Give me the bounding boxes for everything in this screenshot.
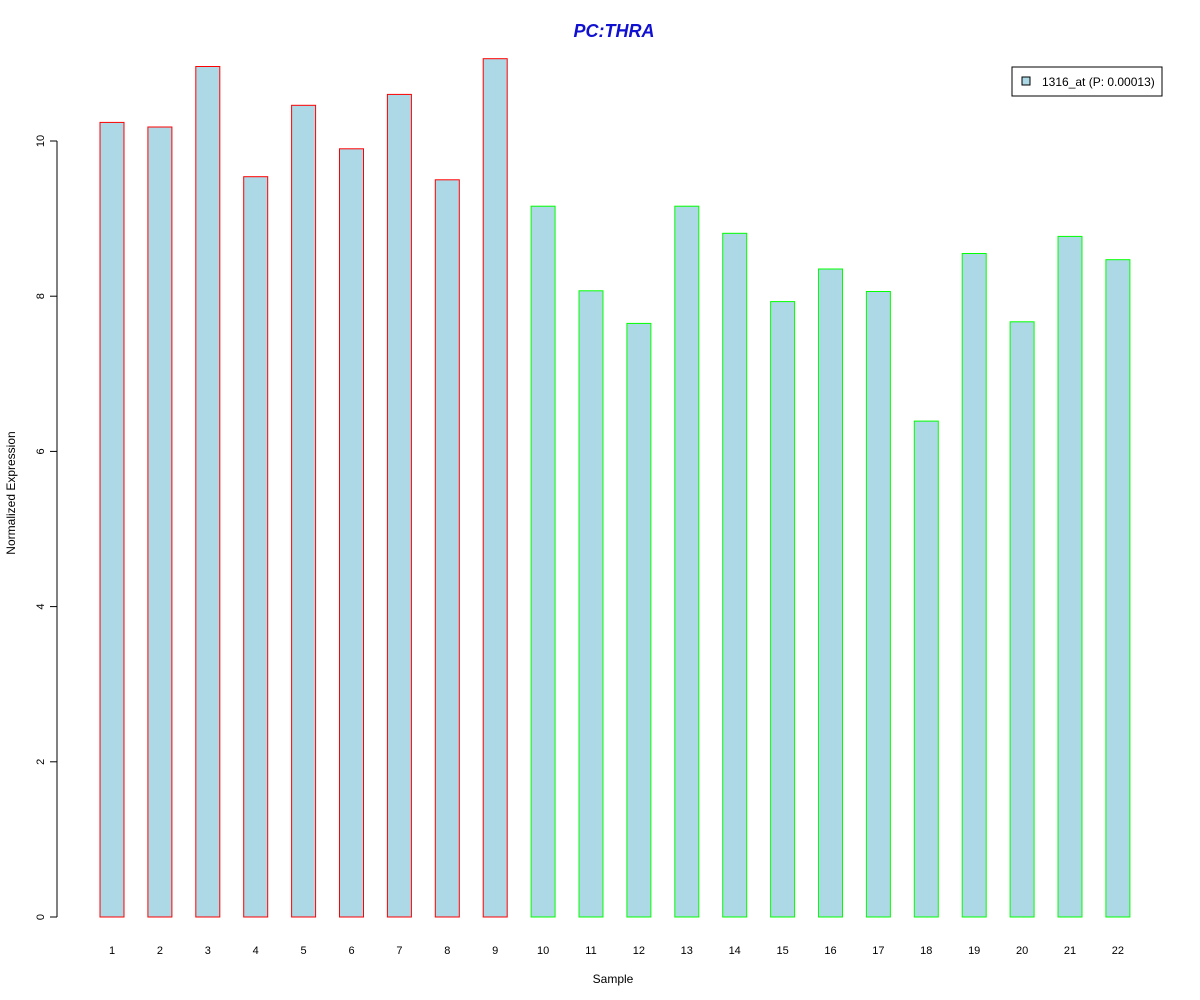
bar-sample-21 xyxy=(1057,235,1083,918)
x-tick-label: 9 xyxy=(492,945,498,957)
x-tick-label: 13 xyxy=(681,945,693,957)
y-tick-label: 2 xyxy=(35,759,47,765)
bar-sample-20 xyxy=(1009,321,1035,918)
legend: 1316_at (P: 0.00013) xyxy=(1011,66,1163,97)
y-axis: 0 2 4 6 8 10 xyxy=(35,135,58,920)
x-tick-label: 21 xyxy=(1064,945,1076,957)
bar-sample-3 xyxy=(195,66,221,918)
x-tick-label: 22 xyxy=(1112,945,1124,957)
bars xyxy=(99,58,1131,918)
x-tick-label: 10 xyxy=(537,945,549,957)
y-axis-title: Normalized Expression xyxy=(4,431,18,554)
bar-sample-9 xyxy=(482,58,508,918)
x-axis-labels: 1 2 3 4 5 6 7 8 9 10 11 12 13 14 15 16 17 18 19 20 21 22 xyxy=(109,945,1124,957)
bar-sample-1 xyxy=(99,121,125,918)
bar-sample-15 xyxy=(770,301,796,918)
bar-sample-19 xyxy=(961,253,987,918)
x-tick-label: 1 xyxy=(109,945,115,957)
x-tick-label: 8 xyxy=(444,945,450,957)
x-axis-title: Sample xyxy=(593,972,634,986)
legend-box xyxy=(1011,66,1163,97)
bar-sample-10 xyxy=(530,205,556,918)
x-tick-label: 19 xyxy=(968,945,980,957)
x-tick-label: 20 xyxy=(1016,945,1028,957)
legend-swatch xyxy=(1021,76,1031,86)
bar-sample-7 xyxy=(386,93,412,918)
bar-sample-5 xyxy=(291,104,317,918)
bar-sample-2 xyxy=(147,126,173,918)
bar-sample-8 xyxy=(434,179,460,918)
bar-sample-16 xyxy=(818,268,843,918)
x-tick-label: 3 xyxy=(205,945,211,957)
x-tick-label: 6 xyxy=(348,945,354,957)
y-tick-label: 10 xyxy=(35,135,47,147)
x-tick-label: 16 xyxy=(824,945,836,957)
bar-sample-17 xyxy=(865,291,891,918)
bar-sample-14 xyxy=(722,232,748,918)
x-tick-label: 5 xyxy=(301,945,307,957)
y-tick-label: 6 xyxy=(35,448,47,454)
bar-sample-22 xyxy=(1105,259,1131,918)
bar-sample-12 xyxy=(626,322,652,918)
x-tick-label: 2 xyxy=(157,945,163,957)
legend-label: 1316_at (P: 0.00013) xyxy=(1042,75,1155,89)
y-tick-label: 0 xyxy=(35,914,47,920)
y-tick-label: 8 xyxy=(35,293,47,299)
bar-sample-18 xyxy=(913,420,939,918)
x-tick-label: 7 xyxy=(396,945,402,957)
y-tick-label: 4 xyxy=(35,604,47,610)
bar-sample-6 xyxy=(339,148,364,918)
x-tick-label: 4 xyxy=(253,945,259,957)
bar-sample-4 xyxy=(243,176,269,918)
x-tick-label: 17 xyxy=(872,945,884,957)
x-tick-label: 11 xyxy=(585,945,596,957)
chart-title: PC:THRA xyxy=(574,21,655,41)
x-tick-label: 12 xyxy=(633,945,645,957)
bar-sample-11 xyxy=(578,290,604,918)
x-tick-label: 14 xyxy=(729,945,741,957)
bar-sample-13 xyxy=(674,205,700,918)
x-tick-label: 15 xyxy=(776,945,788,957)
x-tick-label: 18 xyxy=(920,945,932,957)
